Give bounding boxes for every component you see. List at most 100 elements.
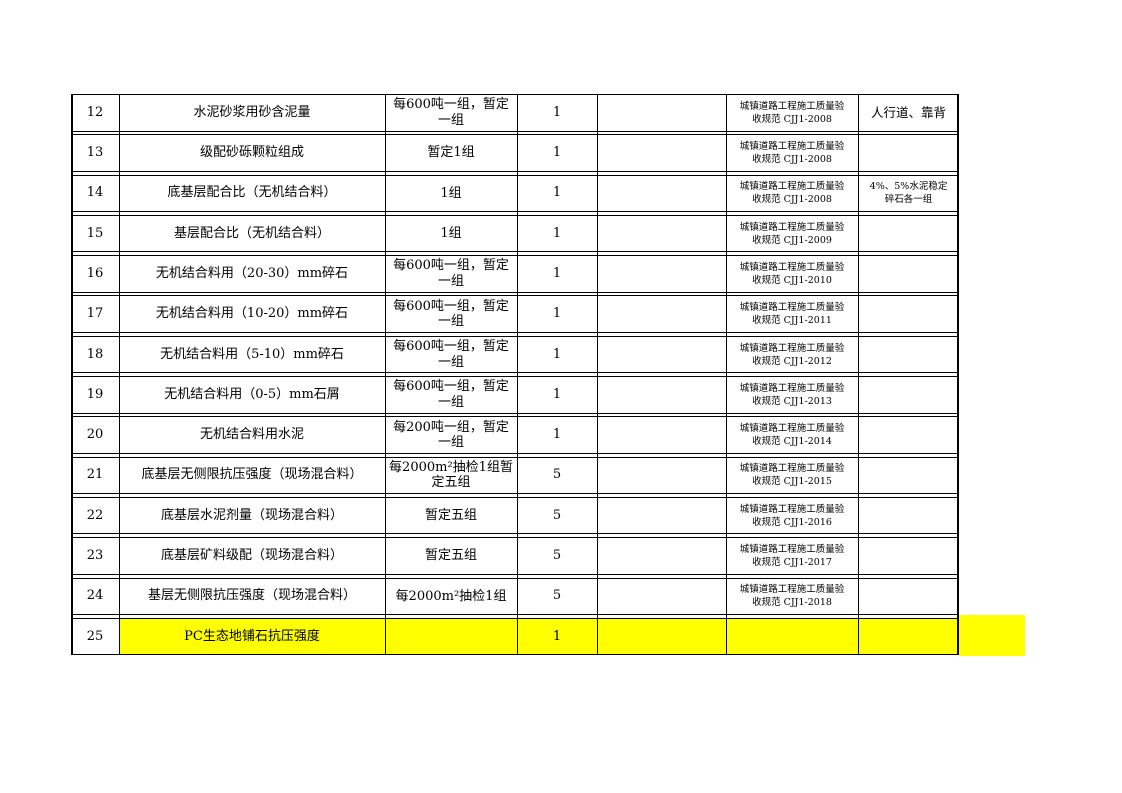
blank-cell [597, 176, 726, 212]
group-count-cell: 5 [552, 588, 562, 604]
note-cell [858, 216, 959, 252]
frequency-cell: 每2000m²抽检1组暂定五组 [389, 459, 513, 491]
note-cell [858, 618, 959, 655]
note-cell: 人行道、靠背 [870, 104, 946, 120]
row-number-cell: 12 [86, 104, 104, 120]
blank-cell [597, 95, 726, 131]
group-count-cell: 5 [552, 548, 562, 564]
group-count-cell: 1 [517, 618, 597, 655]
group-count-cell: 1 [552, 225, 562, 241]
test-item-cell: 无机结合料用（5-10）mm碎石 [160, 346, 344, 362]
group-count-cell: 1 [552, 306, 562, 322]
column-divider [597, 94, 599, 656]
table-row: 16 无机结合料用（20-30）mm碎石 每600吨一组，暂定一组 1 城镇道路… [71, 255, 959, 293]
test-item-cell: 无机结合料用（10-20）mm碎石 [155, 306, 349, 322]
standard-cell: 城镇道路工程施工质量验收规范 CJJ1-2009 [739, 221, 845, 246]
note-cell [858, 377, 959, 413]
frequency-cell: 每600吨一组，暂定一组 [393, 298, 509, 330]
table-row: 17 无机结合料用（10-20）mm碎石 每600吨一组，暂定一组 1 城镇道路… [71, 295, 959, 333]
standard-cell: 城镇道路工程施工质量验收规范 CJJ1-2010 [739, 261, 845, 286]
blank-cell [597, 256, 726, 292]
row-number-cell: 20 [86, 427, 104, 443]
standard-cell: 城镇道路工程施工质量验收规范 CJJ1-2015 [739, 463, 845, 488]
table-row: 14 底基层配合比（无机结合料） 1组 1 城镇道路工程施工质量验收规范 CJJ… [71, 174, 959, 213]
row-number-cell: 17 [86, 306, 104, 322]
test-item-cell: 基层无侧限抗压强度（现场混合料） [147, 588, 356, 604]
column-divider [119, 94, 121, 656]
row-number-cell: 15 [86, 225, 104, 241]
test-item-cell: 底基层水泥剂量（现场混合料） [160, 507, 343, 523]
test-item-cell: 底基层配合比（无机结合料） [167, 185, 337, 201]
table-row: 23 底基层矿料级配（现场混合料） 暂定五组 5 城镇道路工程施工质量验收规范 … [71, 537, 959, 575]
table-row: 19 无机结合料用（0-5）mm石屑 每600吨一组，暂定一组 1 城镇道路工程… [71, 376, 959, 414]
frequency-cell: 每200吨一组，暂定一组 [393, 419, 509, 451]
group-count-cell: 5 [552, 507, 562, 523]
note-cell [858, 498, 959, 534]
frequency-cell: 每600吨一组，暂定一组 [393, 339, 509, 370]
note-cell [858, 579, 959, 615]
blank-cell [597, 135, 726, 171]
note-cell [858, 538, 959, 574]
row-number-cell: 23 [86, 548, 104, 564]
group-count-cell: 1 [552, 386, 562, 402]
frequency-cell [385, 618, 517, 655]
frequency-cell: 每2000m²抽检1组 [395, 588, 507, 604]
group-count-cell: 1 [552, 145, 562, 161]
highlight-extension [959, 615, 1025, 656]
table-body: 12 水泥砂浆用砂含泥量 每600吨一组，暂定一组 1 城镇道路工程施工质量验收… [71, 94, 959, 656]
column-divider [726, 94, 728, 656]
blank-cell [597, 458, 726, 494]
test-item-cell: 无机结合料用水泥 [199, 427, 304, 443]
table-row: 15 基层配合比（无机结合料） 1组 1 城镇道路工程施工质量验收规范 CJJ1… [71, 214, 959, 253]
row-number-cell: 14 [86, 185, 104, 201]
test-item-cell: 水泥砂浆用砂含泥量 [193, 104, 311, 120]
table-row: 13 级配砂砾颗粒组成 暂定1组 1 城镇道路工程施工质量验收规范 CJJ1-2… [71, 134, 959, 172]
table-row: 21 底基层无侧限抗压强度（现场混合料） 每2000m²抽检1组暂定五组 5 城… [71, 456, 959, 495]
table-row: 12 水泥砂浆用砂含泥量 每600吨一组，暂定一组 1 城镇道路工程施工质量验收… [71, 94, 959, 132]
row-number-cell: 22 [86, 507, 104, 523]
group-count-cell: 1 [552, 185, 562, 201]
test-item-cell: 级配砂砾颗粒组成 [199, 145, 304, 161]
test-item-cell: 底基层矿料级配（现场混合料） [160, 548, 343, 564]
table-row: 22 底基层水泥剂量（现场混合料） 暂定五组 5 城镇道路工程施工质量验收规范 … [71, 496, 959, 535]
group-count-cell: 1 [552, 427, 562, 443]
standard-cell: 城镇道路工程施工质量验收规范 CJJ1-2018 [739, 584, 845, 609]
note-cell [858, 417, 959, 453]
standard-cell: 城镇道路工程施工质量验收规范 CJJ1-2011 [739, 302, 845, 327]
blank-cell [597, 417, 726, 453]
table-row: 18 无机结合料用（5-10）mm碎石 每600吨一组，暂定一组 1 城镇道路工… [71, 335, 959, 374]
column-divider [385, 94, 387, 656]
standard-cell [726, 618, 858, 655]
standard-cell: 城镇道路工程施工质量验收规范 CJJ1-2014 [739, 423, 845, 448]
frequency-cell: 暂定五组 [424, 507, 477, 523]
standard-cell: 城镇道路工程施工质量验收规范 CJJ1-2016 [739, 503, 845, 528]
frequency-cell: 1组 [440, 225, 462, 241]
frequency-cell: 每600吨一组，暂定一组 [393, 379, 509, 410]
standard-cell: 城镇道路工程施工质量验收规范 CJJ1-2017 [739, 544, 845, 569]
test-item-cell: 无机结合料用（20-30）mm碎石 [155, 265, 349, 281]
blank-cell [597, 579, 726, 615]
test-item-cell: 无机结合料用（0-5）mm石屑 [164, 386, 340, 402]
standard-cell: 城镇道路工程施工质量验收规范 CJJ1-2008 [739, 141, 845, 166]
note-cell [858, 458, 959, 494]
note-cell: 4%、5%水泥稳定碎石各一组 [869, 181, 948, 206]
blank-cell [597, 216, 726, 252]
blank-cell [597, 296, 726, 332]
group-count-cell: 5 [552, 467, 562, 483]
standard-cell: 城镇道路工程施工质量验收规范 CJJ1-2013 [739, 382, 845, 407]
frequency-cell: 每600吨一组，暂定一组 [393, 97, 509, 128]
frequency-cell: 每600吨一组，暂定一组 [393, 258, 509, 289]
standard-cell: 城镇道路工程施工质量验收规范 CJJ1-2012 [739, 342, 845, 367]
blank-cell [597, 377, 726, 413]
row-number-cell: 25 [86, 628, 104, 644]
group-count-cell: 1 [552, 104, 562, 120]
test-item-cell: 底基层无侧限抗压强度（现场混合料） [141, 467, 363, 483]
column-divider [517, 94, 519, 656]
row-number-cell: 13 [86, 145, 104, 161]
table-row: 25 PC生态地铺石抗压强度 1 [71, 617, 959, 656]
blank-cell [597, 498, 726, 534]
inspection-table: 12 水泥砂浆用砂含泥量 每600吨一组，暂定一组 1 城镇道路工程施工质量验收… [71, 94, 959, 656]
test-item-cell: PC生态地铺石抗压强度 [119, 618, 385, 655]
test-item-cell: 基层配合比（无机结合料） [173, 225, 330, 241]
